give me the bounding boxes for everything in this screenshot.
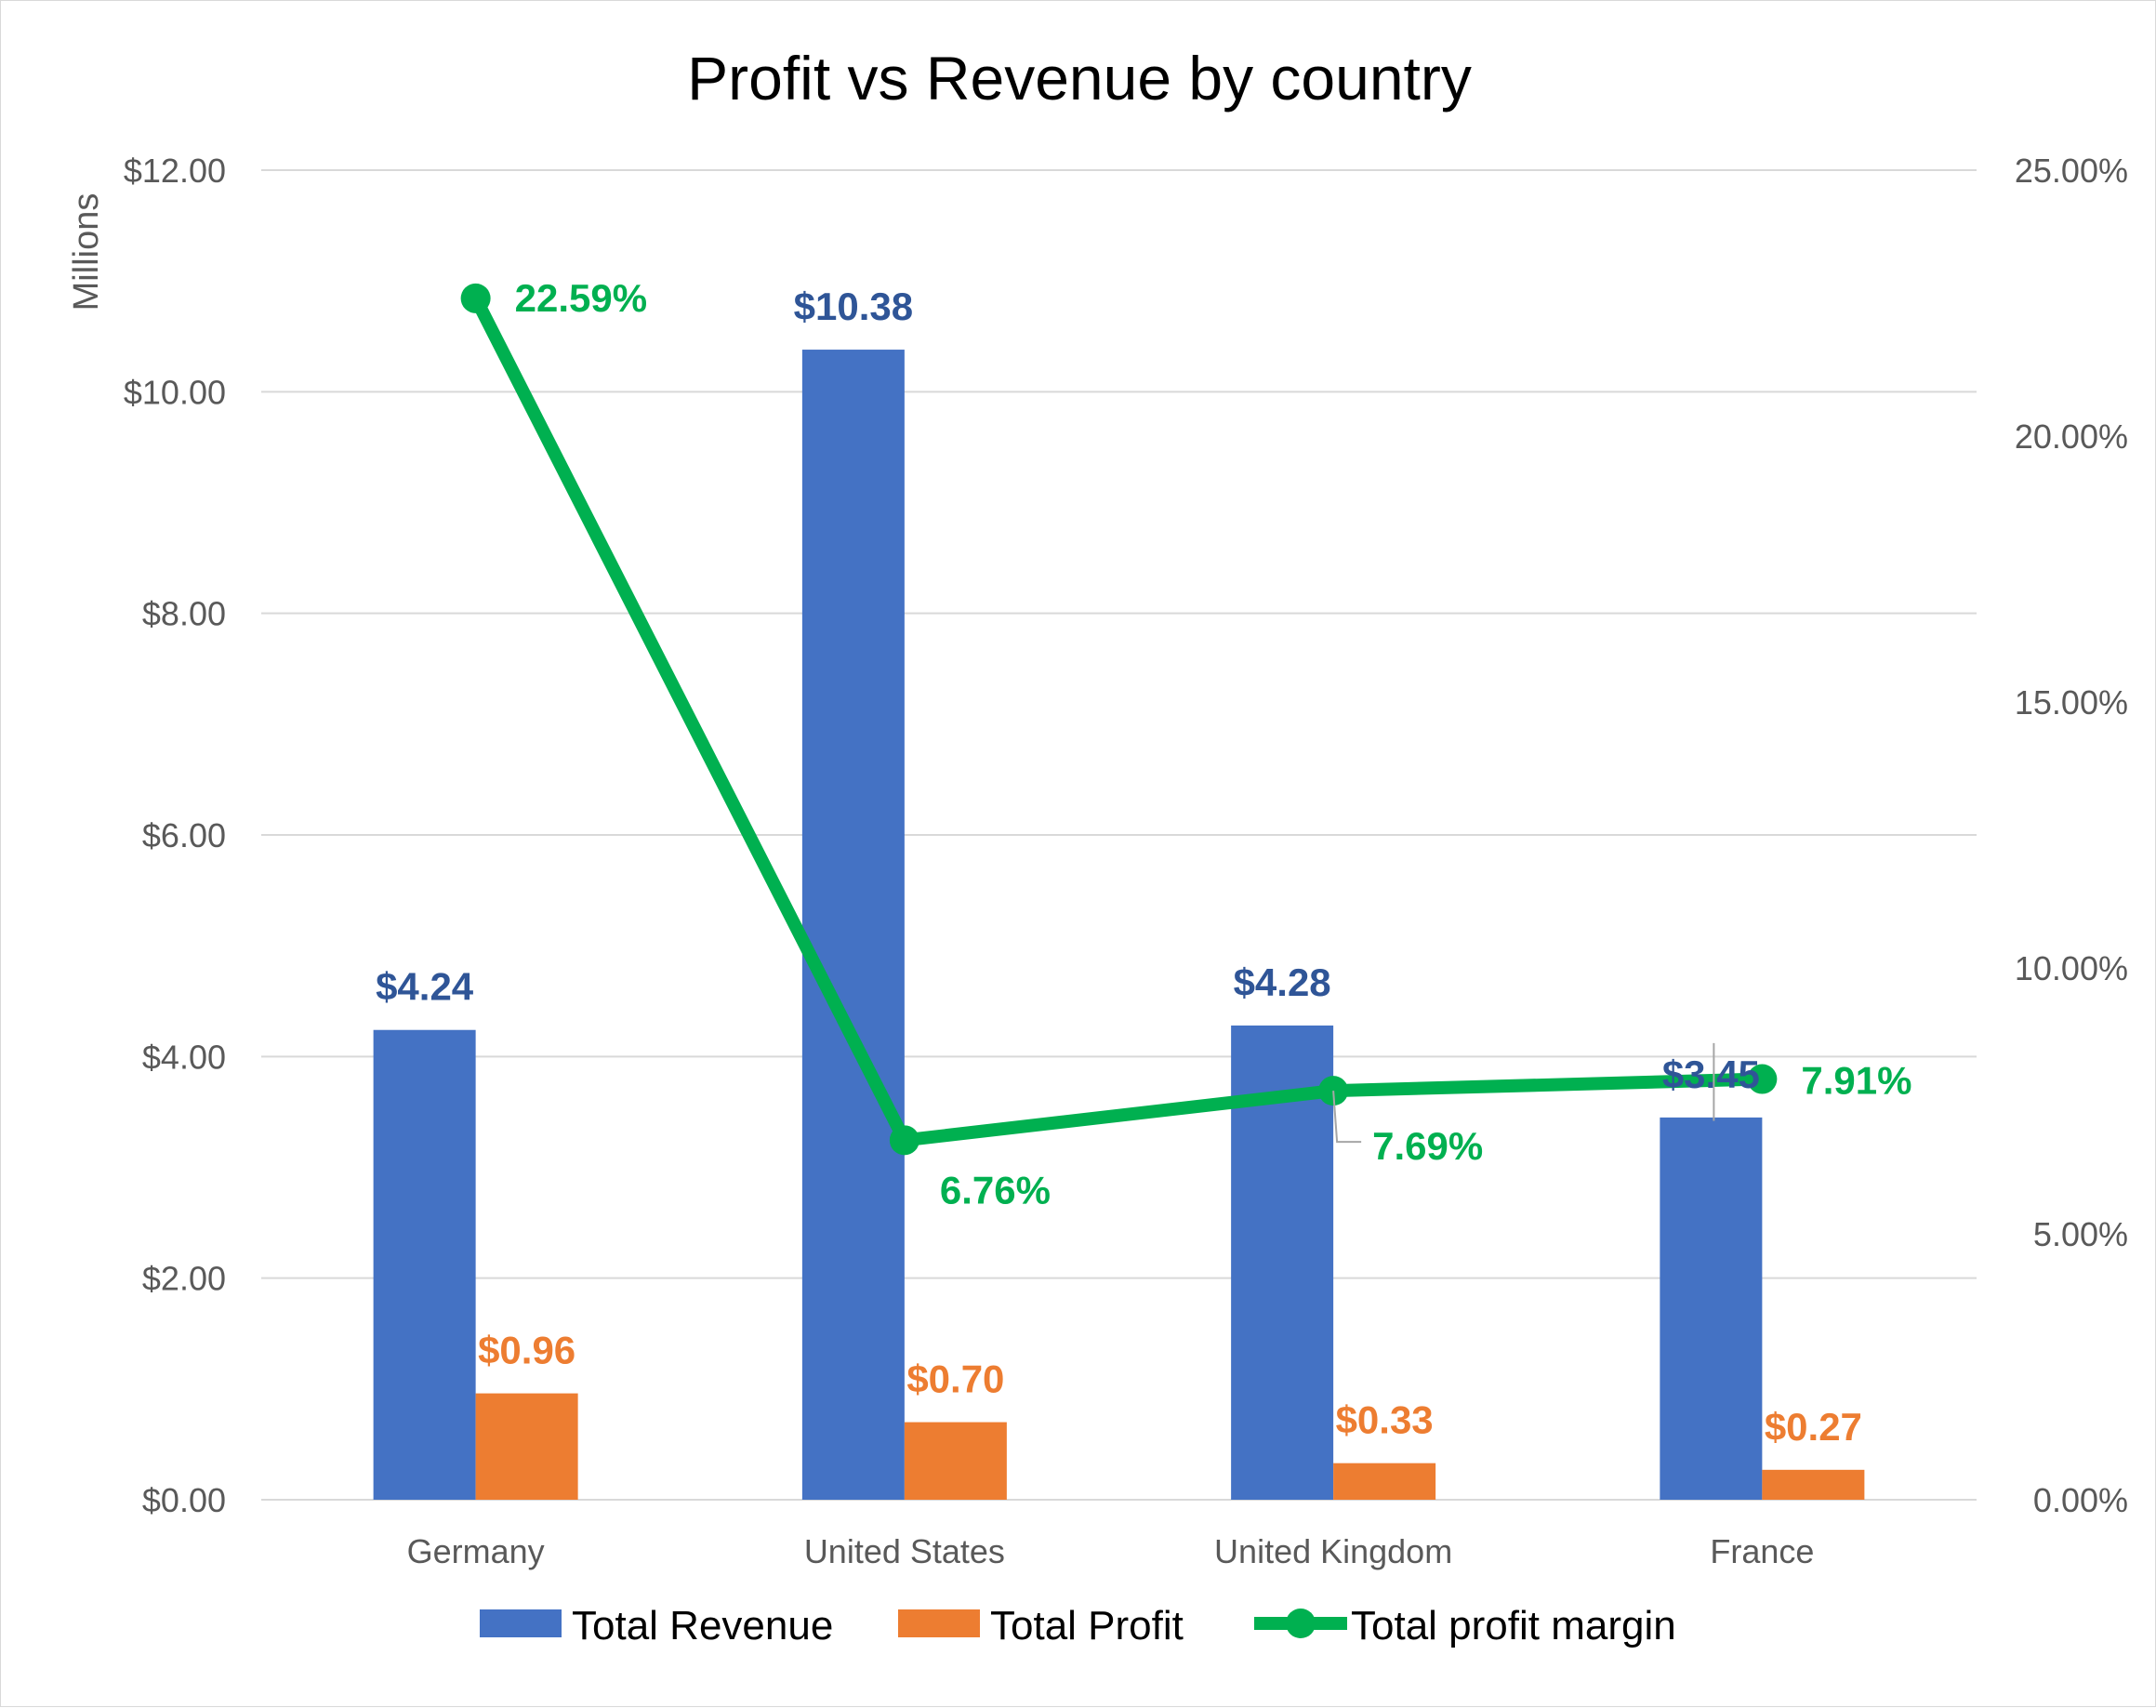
legend-label-profit: Total Profit [990,1603,1184,1648]
category-label: Germany [407,1532,545,1570]
profit-bar [475,1393,578,1500]
revenue-bar [373,1029,476,1500]
margin-marker [889,1125,919,1156]
y2-axis-ticks: 0.00% 5.00% 10.00% 15.00% 20.00% 25.00% [2015,152,2128,1519]
y2-tick-label: 15.00% [2015,683,2128,722]
revenue-bar [1660,1117,1763,1500]
y-tick-label: $0.00 [142,1481,226,1519]
x-axis-categories: Germany United States United Kingdom France [407,1532,1815,1570]
bars [373,350,1865,1500]
category-label: France [1710,1532,1814,1570]
category-label: United Kingdom [1214,1532,1452,1570]
data-labels: $4.24 $0.96 $10.38 $0.70 $4.28 $0.33 $3.45 $0.2… [376,276,1911,1449]
profit-data-label: $0.70 [906,1357,1004,1401]
leader-line [1332,1091,1362,1144]
revenue-data-label: $4.24 [376,965,474,1009]
y2-tick-label: 25.00% [2015,152,2128,190]
y-axis-ticks: $0.00 $2.00 $4.00 $6.00 $8.00 $10.00 $12.00 [124,152,226,1519]
gridlines [261,169,1977,1501]
category-label: United States [804,1532,1005,1570]
legend-label-margin: Total profit margin [1351,1603,1676,1648]
revenue-bar [801,350,905,1500]
margin-marker [1747,1064,1778,1094]
chart-title: Profit vs Revenue by country [687,44,1472,113]
y-tick-label: $4.00 [142,1038,226,1076]
profit-data-label: $0.96 [478,1329,575,1372]
legend: Total Revenue Total Profit Total profit ma… [480,1603,1676,1648]
margin-data-label: 7.69% [1372,1124,1483,1168]
profit-bar [1762,1469,1865,1500]
y-tick-label: $8.00 [142,595,226,633]
profit-bar [904,1422,1007,1500]
revenue-data-label: $4.28 [1234,960,1331,1004]
profit-bar [1333,1463,1436,1500]
y-tick-label: $2.00 [142,1260,226,1298]
y-axis-unit-label: Millions [67,193,106,311]
y2-tick-label: 5.00% [2033,1215,2128,1253]
revenue-data-label: $10.38 [794,285,913,328]
margin-data-label: 6.76% [940,1168,1051,1211]
margin-data-label: 7.91% [1801,1059,1911,1103]
margin-data-label: 22.59% [515,276,647,320]
legend-swatch-margin-marker [1286,1609,1316,1638]
y2-tick-label: 0.00% [2033,1481,2128,1519]
y2-tick-label: 20.00% [2015,417,2128,456]
y2-tick-label: 10.00% [2015,949,2128,987]
legend-swatch-profit [898,1609,980,1637]
revenue-data-label: $3.45 [1662,1053,1760,1096]
margin-line [460,283,1778,1156]
legend-label-revenue: Total Revenue [572,1603,833,1648]
margin-marker [460,283,491,313]
profit-data-label: $0.27 [1765,1405,1862,1449]
y-tick-label: $12.00 [124,152,226,190]
legend-swatch-revenue [480,1609,562,1637]
profit-data-label: $0.33 [1336,1398,1434,1442]
y-tick-label: $6.00 [142,816,226,854]
y-tick-label: $10.00 [124,373,226,411]
margin-line-path [470,295,1763,1147]
